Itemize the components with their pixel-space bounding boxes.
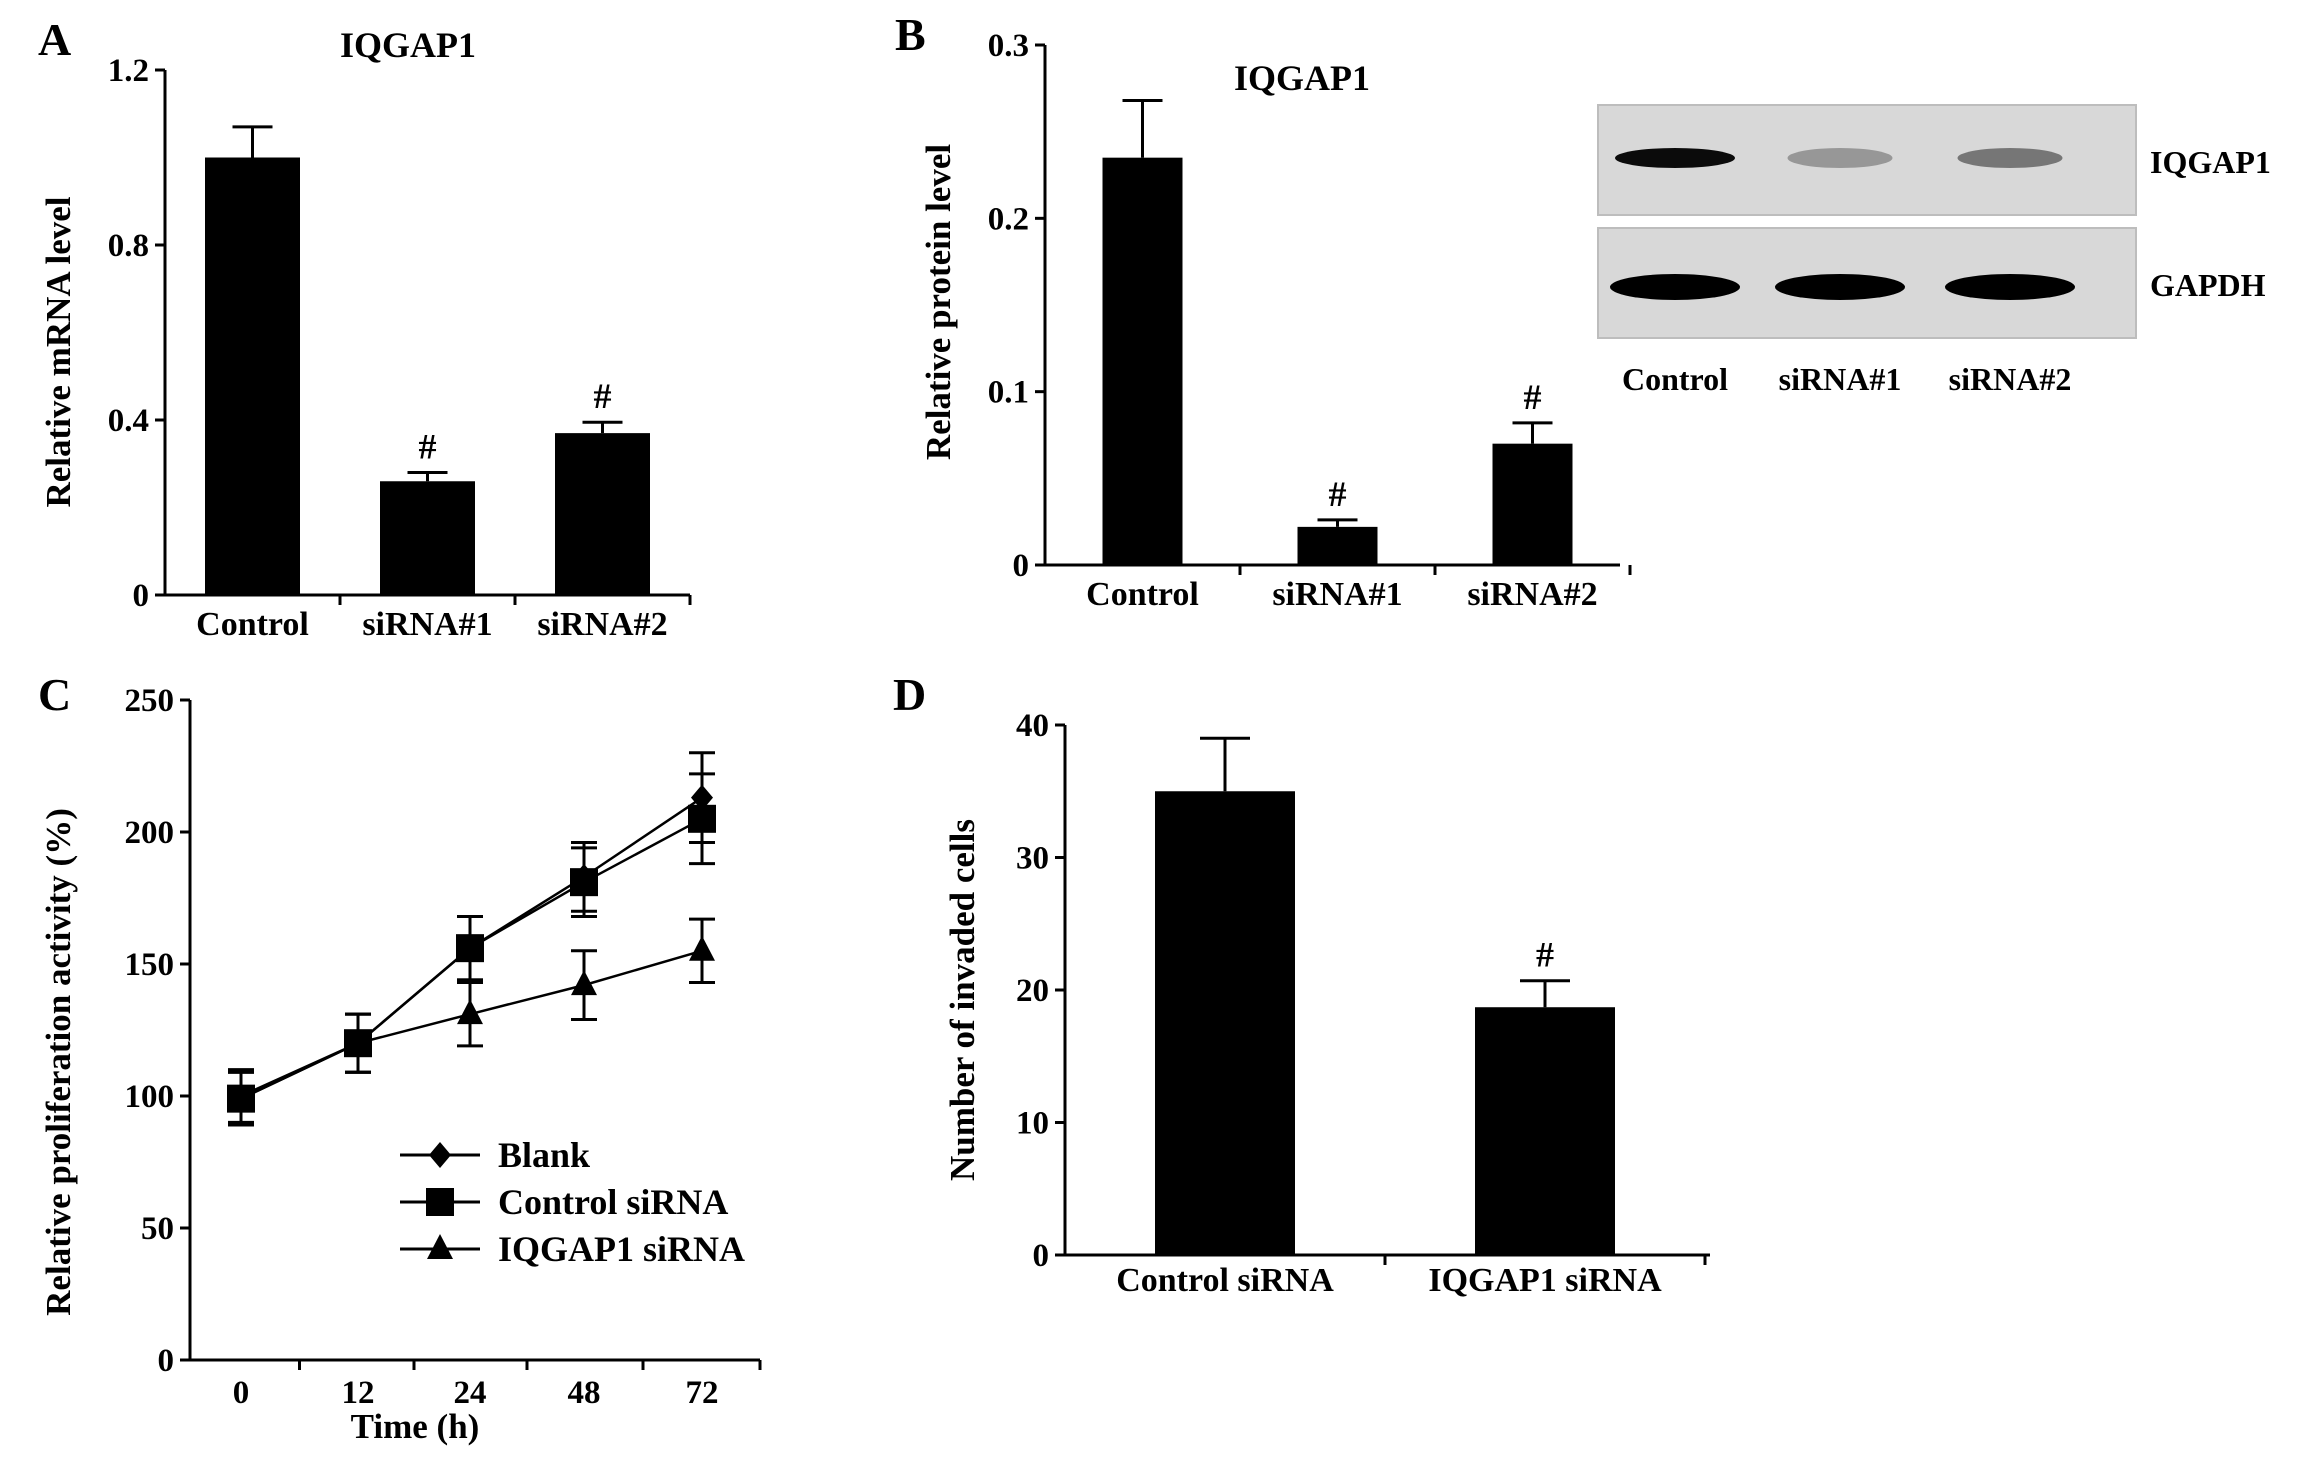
panel-b-plot: 0 0.1 0.2 0.3 Control # siRNA#1 # siRNA#2 xyxy=(988,28,1632,613)
blot-band xyxy=(1610,274,1740,300)
panel-b-category-label: siRNA#1 xyxy=(1272,576,1402,613)
panel-b-letter: B xyxy=(895,9,926,60)
blot-band xyxy=(1615,148,1735,168)
panel-a-significance-mark: # xyxy=(594,376,612,416)
panel-a-category-label: siRNA#2 xyxy=(537,606,667,643)
panel-b-ylabel: Relative protein level xyxy=(919,144,958,460)
panel-c-xtick-label: 48 xyxy=(568,1375,601,1411)
panel-a-ytick-label: 1.2 xyxy=(108,53,149,89)
panel-d-ytick-label: 40 xyxy=(1016,708,1049,744)
panel-a: A IQGAP1 Relative mRNA level 0 0.4 0.8 1.2 C… xyxy=(38,14,692,643)
panel-c-data-point xyxy=(688,804,716,833)
panel-a-title: IQGAP1 xyxy=(340,25,476,65)
panel-b-bar xyxy=(1297,526,1378,565)
panel-d-plot: 0 10 20 30 40 Control siRNA # IQGAP1 siRNA xyxy=(1016,708,1710,1299)
panel-d-letter: D xyxy=(893,669,926,720)
panel-d-ytick-label: 10 xyxy=(1016,1106,1049,1142)
panel-c: C Relative proliferation activity (%) Ti… xyxy=(38,669,762,1446)
panel-d-bar xyxy=(1155,791,1295,1255)
panel-c-data-point xyxy=(345,1028,371,1054)
panel-c-plot: 0 50 100 150 200 250 0 12 24 48 72 Blank Control siR… xyxy=(125,683,762,1411)
panel-d-bar xyxy=(1475,1007,1615,1255)
panel-a-category-label: siRNA#1 xyxy=(362,606,492,643)
panel-c-ytick-label: 50 xyxy=(141,1211,174,1247)
panel-b-ytick-label: 0.3 xyxy=(988,28,1029,64)
western-blot: IQGAP1 GAPDH Control siRNA#1 siRNA#2 xyxy=(1597,104,2271,397)
legend-marker xyxy=(427,1234,453,1259)
panel-c-letter: C xyxy=(38,669,71,720)
panel-a-bar xyxy=(205,157,300,595)
panel-c-xtick-label: 12 xyxy=(342,1375,375,1411)
panel-d-significance-mark: # xyxy=(1536,935,1554,975)
panel-c-data-point xyxy=(457,999,483,1025)
panel-c-ylabel: Relative proliferation activity (%) xyxy=(39,808,78,1316)
panel-d-ytick-label: 20 xyxy=(1016,973,1049,1009)
panel-a-ytick-label: 0 xyxy=(133,578,150,614)
panel-b: B IQGAP1 Relative protein level 00.10.20… xyxy=(895,9,2271,613)
panel-a-ylabel: Relative mRNA level xyxy=(39,196,78,507)
panel-b-category-label: Control xyxy=(1086,576,1199,613)
panel-d: D Number of invaded cells 0 10 20 30 40 Contr… xyxy=(893,669,1710,1299)
panel-c-data-point xyxy=(570,868,598,897)
panel-d-category-label: Control siRNA xyxy=(1116,1262,1334,1299)
panel-c-data-point xyxy=(571,970,597,996)
panel-b-ytick-label: 0.1 xyxy=(988,375,1029,411)
legend-label: Control siRNA xyxy=(498,1182,728,1222)
panel-c-data-point xyxy=(689,935,715,961)
blot-band xyxy=(1787,148,1893,168)
panel-a-significance-mark: # xyxy=(419,427,437,467)
panel-d-ylabel: Number of invaded cells xyxy=(943,819,982,1181)
panel-d-ytick-label: 0 xyxy=(1033,1238,1050,1274)
panel-b-significance-mark: # xyxy=(1329,474,1347,514)
panel-c-ytick-label: 200 xyxy=(125,815,175,851)
panel-b-ytick-label: 0 xyxy=(1013,548,1030,584)
panel-a-ytick-label: 0.4 xyxy=(108,403,149,439)
panel-a-letter: A xyxy=(38,14,71,65)
panel-c-xtick-label: 0 xyxy=(233,1375,250,1411)
panel-c-ytick-label: 0 xyxy=(158,1343,175,1379)
panel-a-category-label: Control xyxy=(196,606,309,643)
panel-c-xtick-label: 72 xyxy=(686,1375,719,1411)
panel-d-category-label: IQGAP1 siRNA xyxy=(1428,1262,1662,1299)
legend-label: IQGAP1 siRNA xyxy=(498,1229,745,1269)
blot-lane-label: Control xyxy=(1622,361,1728,397)
legend-marker xyxy=(426,1188,454,1216)
panel-c-data-point xyxy=(456,934,484,963)
panel-a-bar xyxy=(380,481,475,595)
blot-band xyxy=(1775,274,1905,300)
panel-d-ytick-label: 30 xyxy=(1016,841,1049,877)
blot-row-label: IQGAP1 xyxy=(2150,144,2271,180)
panel-b-significance-mark: # xyxy=(1524,377,1542,417)
panel-c-xtick-label: 24 xyxy=(454,1375,487,1411)
panel-a-plot: 0 0.4 0.8 1.2 Control # siRNA#1 # siRNA#2 xyxy=(108,53,692,643)
panel-c-ytick-label: 250 xyxy=(125,683,175,719)
panel-c-data-point xyxy=(228,1083,254,1109)
blot-band xyxy=(1945,274,2075,300)
panel-c-xlabel: Time (h) xyxy=(351,1407,480,1446)
panel-b-title: IQGAP1 xyxy=(1234,58,1370,98)
legend-marker xyxy=(429,1142,451,1168)
blot-lane-label: siRNA#2 xyxy=(1949,361,2072,397)
blot-row-label: GAPDH xyxy=(2150,267,2266,303)
panel-a-ytick-label: 0.8 xyxy=(108,228,149,264)
blot-band xyxy=(1957,148,2063,168)
panel-b-ytick-label: 0.2 xyxy=(988,201,1029,237)
panel-a-bar xyxy=(555,433,650,595)
blot-lane-label: siRNA#1 xyxy=(1779,361,1902,397)
panel-b-category-label: siRNA#2 xyxy=(1467,576,1597,613)
panel-b-bar xyxy=(1102,157,1183,565)
legend-label: Blank xyxy=(498,1135,590,1175)
panel-c-ytick-label: 150 xyxy=(125,947,175,983)
panel-b-bar xyxy=(1492,443,1573,565)
panel-c-ytick-label: 100 xyxy=(125,1079,175,1115)
